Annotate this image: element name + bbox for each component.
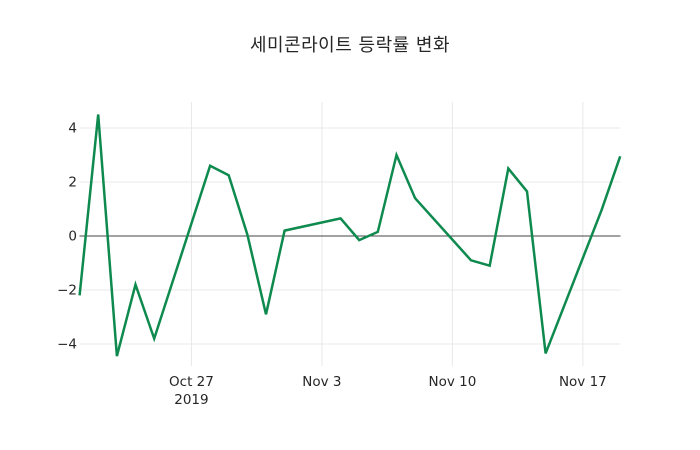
y-tick-label: −2 [57, 283, 77, 299]
x-tick-label: Nov 10 [428, 374, 476, 390]
x-tick-label: Nov 3 [302, 374, 341, 390]
chart-title: 세미콘라이트 등락률 변화 [249, 35, 451, 56]
y-tick-label: 0 [68, 229, 77, 245]
x-tick-year-label: 2019 [174, 392, 208, 408]
x-tick-label: Nov 17 [559, 374, 607, 390]
y-tick-label: 2 [68, 175, 77, 191]
price-change-line [78, 114, 622, 357]
y-tick-label: −4 [57, 337, 77, 353]
x-tick-label: Oct 27 [169, 374, 214, 390]
y-tick-label: 4 [68, 121, 77, 137]
